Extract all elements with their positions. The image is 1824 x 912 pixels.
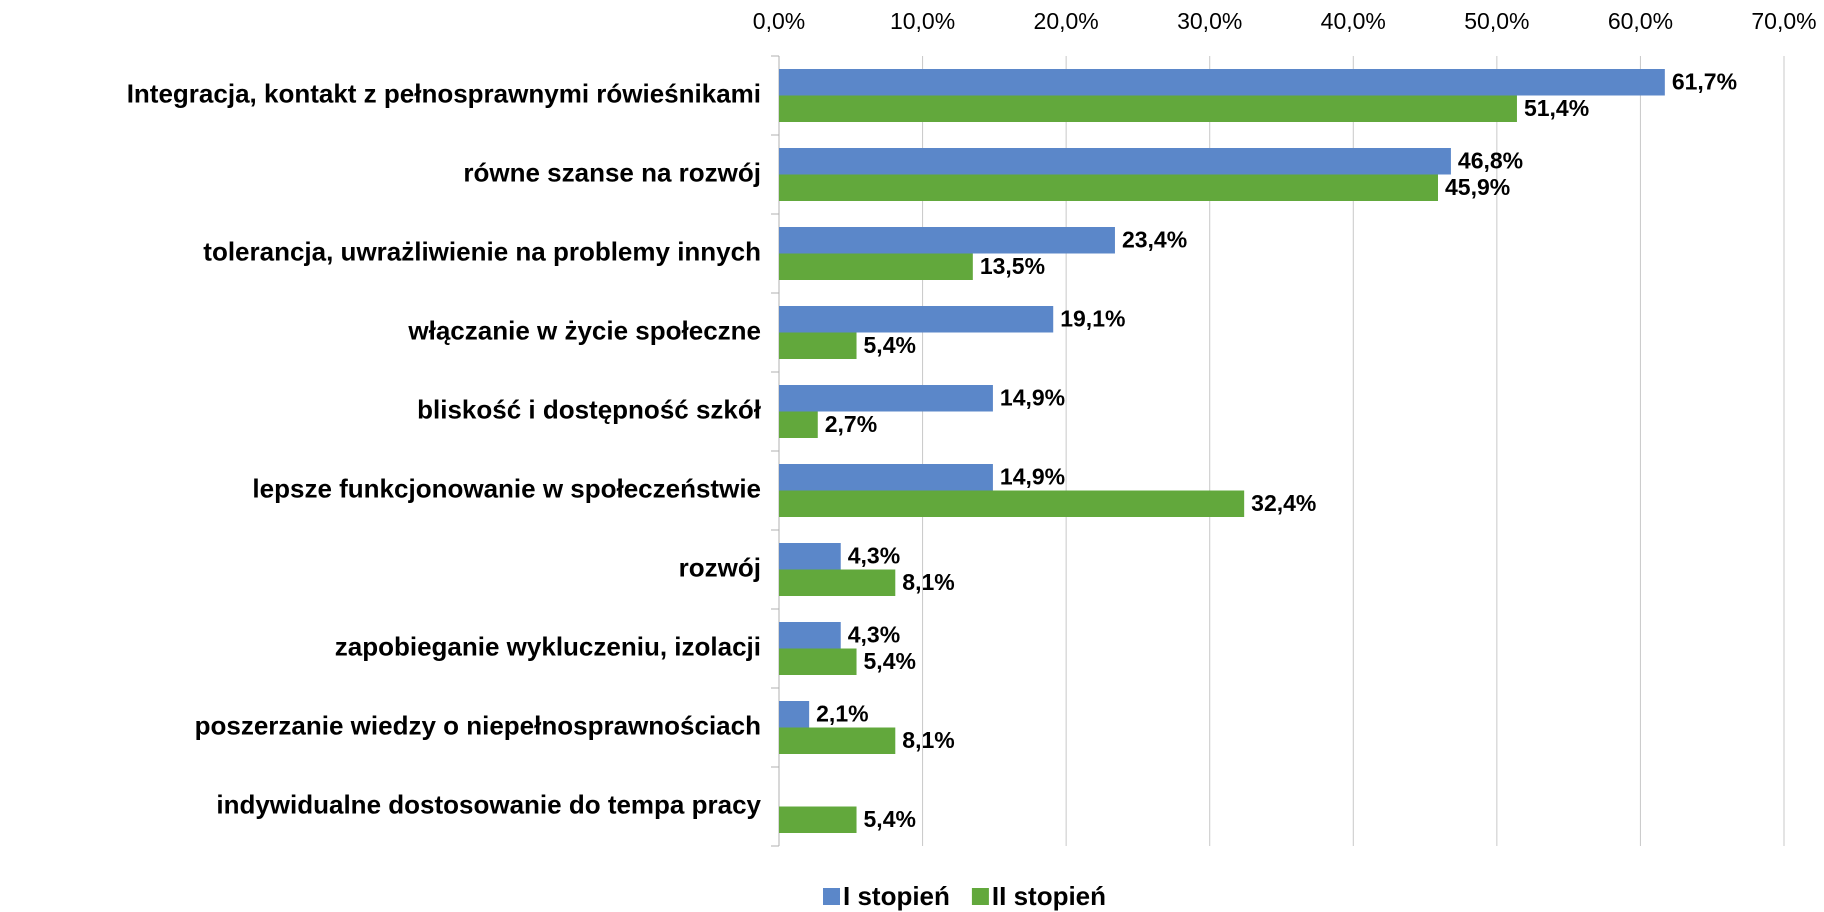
data-label: 2,1% <box>816 700 868 726</box>
x-tick-label: 50,0% <box>1464 8 1529 34</box>
category-label: włączanie w życie społeczne <box>407 315 761 345</box>
x-tick-label: 40,0% <box>1321 8 1386 34</box>
data-label: 51,4% <box>1524 95 1589 121</box>
legend-label: I stopień <box>843 881 950 911</box>
category-label: równe szanse na rozwój <box>463 157 761 187</box>
bar <box>779 648 857 675</box>
data-label: 8,1% <box>902 727 954 753</box>
category-label: lepsze funkcjonowanie w społeczeństwie <box>252 473 761 503</box>
x-tick-label: 20,0% <box>1034 8 1099 34</box>
category-label: Integracja, kontakt z pełnosprawnymi rów… <box>127 78 761 108</box>
data-label: 5,4% <box>864 332 916 358</box>
data-label: 32,4% <box>1251 490 1316 516</box>
data-label: 19,1% <box>1060 305 1125 331</box>
category-label: poszerzanie wiedzy o niepełnosprawnościa… <box>195 710 761 740</box>
bar <box>779 385 993 412</box>
data-label: 8,1% <box>902 569 954 595</box>
data-label: 45,9% <box>1445 174 1510 200</box>
data-label: 5,4% <box>864 648 916 674</box>
bar <box>779 727 896 754</box>
data-label: 4,3% <box>848 542 900 568</box>
data-label: 5,4% <box>864 806 916 832</box>
category-label: rozwój <box>679 552 761 582</box>
bar <box>779 253 973 280</box>
x-tick-label: 10,0% <box>890 8 955 34</box>
bar <box>779 569 896 596</box>
bar <box>779 464 993 491</box>
x-tick-label: 30,0% <box>1177 8 1242 34</box>
bar <box>779 411 818 438</box>
bar <box>779 701 810 728</box>
x-tick-label: 60,0% <box>1608 8 1673 34</box>
legend-swatch <box>971 888 989 905</box>
category-label: indywidualne dostosowanie do tempa pracy <box>216 789 761 819</box>
bar <box>779 148 1451 175</box>
category-label: bliskość i dostępność szkół <box>417 394 762 424</box>
data-label: 2,7% <box>825 411 877 437</box>
bar <box>779 227 1115 254</box>
bar <box>779 332 857 359</box>
bar <box>779 806 857 833</box>
category-label: zapobieganie wykluczeniu, izolacji <box>335 631 761 661</box>
bar <box>779 622 841 649</box>
bar <box>779 490 1245 517</box>
bar <box>779 306 1054 333</box>
data-label: 14,9% <box>1000 384 1065 410</box>
data-label: 4,3% <box>848 621 900 647</box>
legend-label: II stopień <box>992 881 1106 911</box>
data-label: 13,5% <box>980 253 1045 279</box>
x-tick-label: 0,0% <box>753 8 805 34</box>
bar <box>779 95 1517 122</box>
bar <box>779 174 1438 201</box>
data-label: 23,4% <box>1122 226 1187 252</box>
data-label: 61,7% <box>1672 68 1737 94</box>
legend-swatch <box>823 888 840 905</box>
bar <box>779 69 1665 96</box>
bar <box>779 543 841 570</box>
x-tick-label: 70,0% <box>1751 8 1816 34</box>
category-label: tolerancja, uwrażliwienie na problemy in… <box>203 236 761 266</box>
data-label: 46,8% <box>1458 147 1523 173</box>
data-label: 14,9% <box>1000 463 1065 489</box>
